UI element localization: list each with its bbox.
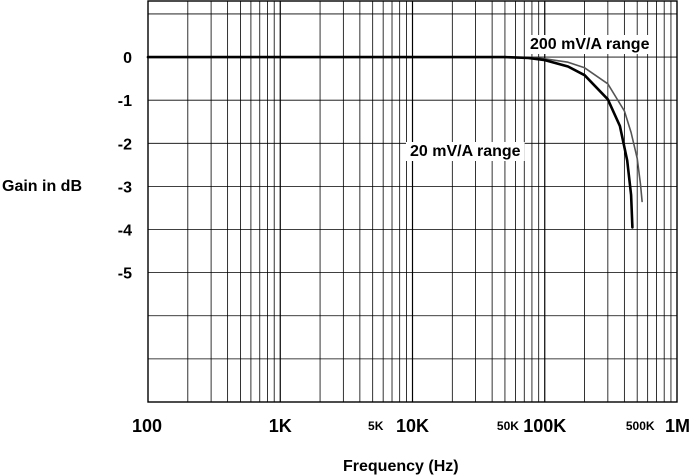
series-layer xyxy=(146,55,643,229)
x-tick-label: 10K xyxy=(396,416,429,436)
x-tick-labels: 100 1K 5K 10K 50K 100K 500K 1M xyxy=(132,416,690,436)
y-tick-label: -2 xyxy=(118,136,132,153)
x-tick-label: 1M xyxy=(665,416,690,436)
x-tick-label: 5K xyxy=(368,419,384,433)
y-tick-labels: 0 -1 -2 -3 -4 -5 xyxy=(118,50,132,283)
y-tick-label: -1 xyxy=(118,93,132,110)
series-label-background xyxy=(406,142,525,161)
y-tick-label: -5 xyxy=(118,266,132,283)
x-tick-label: 500K xyxy=(626,419,655,433)
y-tick-label: -3 xyxy=(118,179,132,196)
x-tick-label: 100 xyxy=(132,416,162,436)
plot-frame xyxy=(147,0,678,403)
series-label-background xyxy=(526,35,654,54)
x-axis-title: Frequency (Hz) xyxy=(343,458,459,475)
series-label-200mva: 200 mV/A range xyxy=(530,36,650,53)
y-axis-title: Gain in dB xyxy=(2,178,82,195)
y-tick-label: 0 xyxy=(123,50,132,67)
plot-grid xyxy=(147,0,678,403)
y-tick-label: -4 xyxy=(118,223,132,240)
series-line-200mva xyxy=(147,56,643,203)
x-tick-label: 1K xyxy=(269,416,292,436)
x-tick-label: 50K xyxy=(497,419,519,433)
x-tick-label: 100K xyxy=(523,416,566,436)
series-line-20mva xyxy=(146,55,634,229)
series-label-20mva: 20 mV/A range xyxy=(410,143,521,160)
